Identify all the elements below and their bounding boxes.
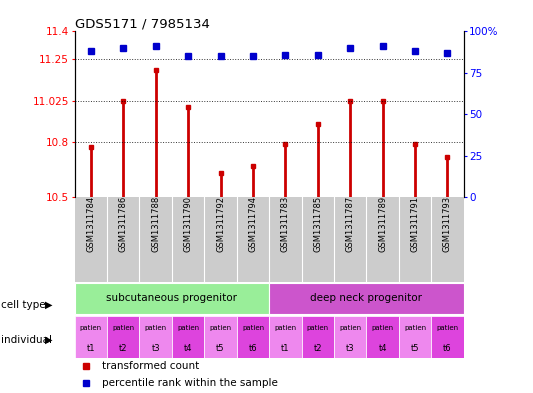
Text: t3: t3	[346, 344, 354, 353]
Bar	[75, 283, 269, 314]
Text: patien: patien	[372, 325, 394, 331]
Text: patien: patien	[306, 325, 329, 331]
Text: transformed count: transformed count	[102, 361, 199, 371]
Bar	[237, 316, 269, 358]
Text: t4: t4	[184, 344, 192, 353]
Text: t2: t2	[313, 344, 322, 353]
Bar	[140, 316, 172, 358]
Text: patien: patien	[242, 325, 264, 331]
Text: t3: t3	[151, 344, 160, 353]
Text: t5: t5	[216, 344, 225, 353]
Text: patien: patien	[437, 325, 458, 331]
Text: patien: patien	[144, 325, 167, 331]
Bar	[334, 316, 367, 358]
Text: GDS5171 / 7985134: GDS5171 / 7985134	[75, 17, 209, 30]
Text: t6: t6	[248, 344, 257, 353]
Text: percentile rank within the sample: percentile rank within the sample	[102, 378, 278, 388]
Bar	[75, 316, 107, 358]
Text: patien: patien	[404, 325, 426, 331]
Bar	[269, 316, 302, 358]
Text: individual: individual	[1, 335, 52, 345]
Text: patien: patien	[274, 325, 296, 331]
Text: patien: patien	[112, 325, 134, 331]
Text: t5: t5	[411, 344, 419, 353]
Text: t4: t4	[378, 344, 387, 353]
Bar	[302, 316, 334, 358]
Bar	[431, 316, 464, 358]
Text: t1: t1	[281, 344, 289, 353]
Bar	[172, 316, 204, 358]
Text: patien: patien	[209, 325, 232, 331]
Text: patien: patien	[177, 325, 199, 331]
Text: t6: t6	[443, 344, 452, 353]
Bar	[399, 316, 431, 358]
Text: patien: patien	[80, 325, 102, 331]
Text: ▶: ▶	[45, 335, 53, 345]
Text: t1: t1	[86, 344, 95, 353]
Text: t2: t2	[119, 344, 127, 353]
Text: subcutaneous progenitor: subcutaneous progenitor	[107, 294, 237, 303]
Text: ▶: ▶	[45, 299, 53, 310]
Bar	[107, 316, 140, 358]
Bar	[204, 316, 237, 358]
Text: cell type: cell type	[1, 299, 46, 310]
Bar	[367, 316, 399, 358]
Text: patien: patien	[339, 325, 361, 331]
Text: deep neck progenitor: deep neck progenitor	[310, 294, 423, 303]
Bar	[269, 283, 464, 314]
